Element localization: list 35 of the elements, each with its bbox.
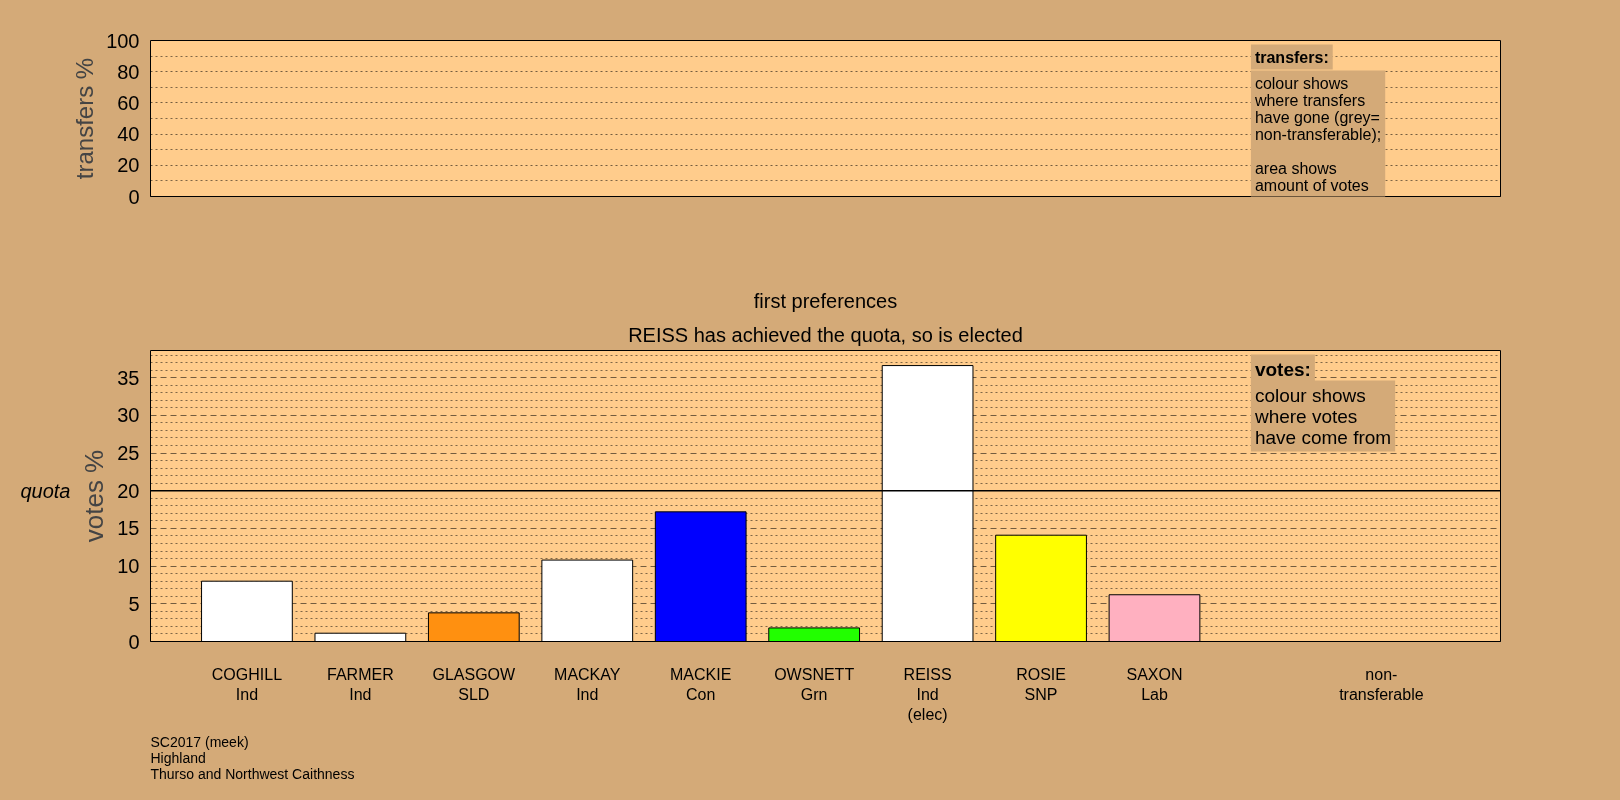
x-tick-label: non- transferable — [1339, 665, 1424, 703]
chart-subtitle: REISS has achieved the quota, so is elected — [628, 323, 1023, 346]
y-tick-label: 20 — [117, 479, 140, 502]
y-tick-label: 10 — [117, 555, 140, 578]
chart-title: first preferences — [753, 289, 898, 312]
x-tick-label: SAXON Lab — [1126, 665, 1183, 703]
y-tick-label: 80 — [117, 60, 140, 83]
y-tick-label: 0 — [128, 630, 140, 653]
x-tick-label: MACKIE Con — [670, 665, 732, 703]
annotation: transfers: — [1254, 48, 1329, 66]
x-tick-label: REISS Ind (elec) — [903, 665, 952, 724]
y-axis-title: votes % — [79, 449, 110, 543]
ref-line-label: quota — [20, 479, 71, 502]
annotation: votes: — [1254, 358, 1311, 380]
y-tick-label: 0 — [128, 185, 140, 208]
x-tick-label: MACKAY Ind — [554, 665, 621, 703]
x-tick-label: OWSNETT Grn — [774, 665, 855, 703]
annotation: area shows amount of votes — [1254, 159, 1369, 194]
y-tick-label: 15 — [117, 517, 140, 540]
text: SC2017 (meek) Highland Thurso and Northwest Caithness — [150, 733, 355, 782]
y-tick-label: 100 — [106, 29, 140, 52]
x-tick-label: GLASGOW SLD — [432, 665, 517, 703]
annotation: colour shows where transfers have gone (grey= non-transferable); — [1253, 74, 1382, 143]
y-tick-label: 60 — [117, 91, 140, 114]
x-tick-label: FARMER Ind — [327, 665, 394, 703]
x-tick-label: COGHILL Ind — [211, 665, 283, 703]
x-tick-label: ROSIE SNP — [1016, 665, 1066, 703]
y-tick-label: 20 — [117, 154, 140, 177]
y-tick-label: 40 — [117, 123, 140, 146]
y-tick-label: 5 — [128, 592, 140, 615]
y-tick-label: 25 — [117, 442, 140, 465]
y-tick-label: 35 — [117, 366, 140, 389]
y-axis-title: transfers % — [71, 57, 99, 180]
annotation: colour shows where votes have come from — [1253, 384, 1392, 448]
y-tick-label: 30 — [117, 404, 140, 427]
